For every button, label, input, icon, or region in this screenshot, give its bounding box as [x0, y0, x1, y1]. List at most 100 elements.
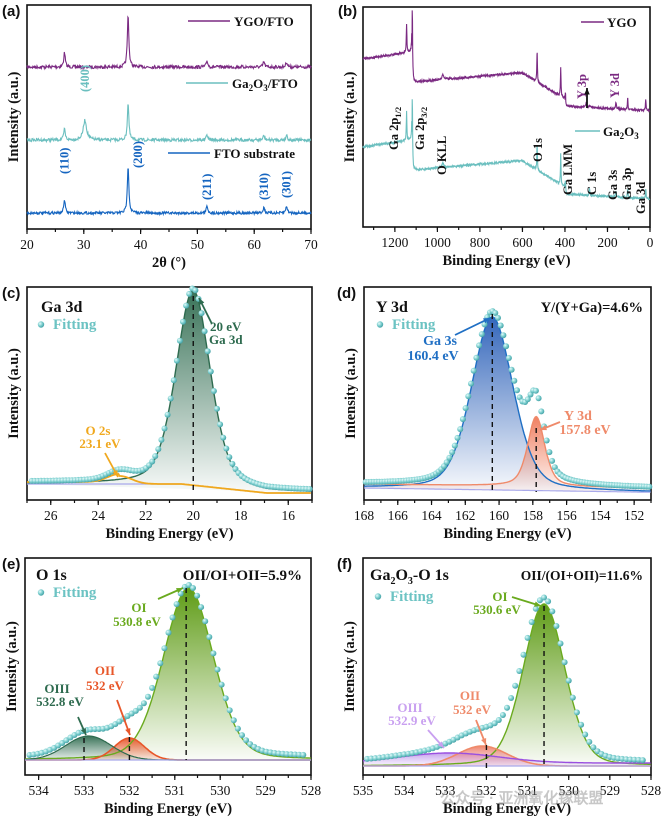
fit-point — [446, 454, 453, 461]
fit-point — [586, 738, 593, 745]
fit-point — [136, 704, 143, 711]
x-tick-label: 1000 — [424, 235, 451, 250]
fit-point — [157, 660, 164, 667]
x-tick-label: 528 — [641, 783, 662, 798]
x-tick-label: 532 — [476, 783, 496, 798]
arrow-head — [125, 728, 131, 735]
fit-point — [524, 396, 531, 403]
fit-point — [210, 650, 217, 657]
fit-point — [149, 684, 156, 691]
series-line — [26, 15, 312, 71]
fit-point — [198, 310, 205, 317]
x-tick-label: 1200 — [381, 235, 408, 250]
fit-point — [218, 681, 225, 688]
hkl-annotation: (211) — [200, 174, 214, 200]
fit-point — [169, 614, 176, 621]
peak-label: 532 eV — [86, 678, 125, 693]
peak-label: 532.9 eV — [388, 713, 436, 728]
y-axis-label: Intensity (a.u.) — [4, 621, 20, 712]
fit-point — [549, 608, 556, 615]
fit-point — [468, 380, 474, 387]
x-tick-label: 800 — [470, 235, 491, 250]
x-tick-label: 24 — [92, 508, 106, 523]
peak-annotation: Ga 3d — [634, 182, 648, 214]
legend-label-part: /FTO — [267, 76, 298, 91]
fit-point — [202, 618, 209, 625]
x-tick-label: 531 — [165, 783, 185, 798]
y-axis-label: Intensity (a.u.) — [6, 72, 22, 163]
x-tick-label: 600 — [512, 235, 533, 250]
x-tick-label: 534 — [28, 783, 49, 798]
fit-point — [639, 757, 646, 764]
arrow-head — [199, 298, 205, 305]
fit-point — [214, 666, 221, 673]
x-tick-label: 164 — [421, 508, 442, 523]
peak-area-ga3d — [27, 290, 312, 493]
fit-point — [511, 377, 518, 384]
hkl-annotation: (310) — [257, 173, 271, 200]
x-tick-label: 16 — [282, 508, 296, 523]
peak-label: 160.4 eV — [407, 349, 458, 364]
fit-point — [222, 695, 229, 702]
fit-point — [508, 695, 515, 701]
peak-area-ga3s — [364, 316, 651, 493]
fit-point — [214, 405, 220, 412]
plot-frame — [362, 6, 651, 228]
peak-annotation: C 1s — [585, 172, 599, 195]
fit-point — [546, 449, 553, 456]
fit-point — [557, 640, 564, 647]
fit-point — [451, 442, 458, 449]
subscript: 3 — [408, 576, 413, 587]
x-tick-label: 20 — [187, 508, 201, 523]
panel-d: (d) 168 166 164 162 160 158 156 154 152 Binding En… — [337, 285, 653, 542]
fit-point — [140, 700, 147, 707]
legend-label: Fitting — [390, 589, 434, 605]
fit-point — [538, 408, 545, 415]
plot-frame — [24, 557, 312, 776]
peak-annotation: Ga 3s — [606, 170, 620, 200]
fit-point — [528, 619, 535, 625]
fit-point — [230, 717, 237, 724]
fit-point — [176, 337, 183, 344]
fit-point — [524, 634, 531, 641]
fit-point — [239, 732, 245, 739]
x-tick-label: 0 — [647, 235, 654, 250]
peak-area-oi — [363, 604, 651, 766]
fit-point — [206, 634, 213, 640]
fit-point — [459, 416, 466, 423]
fit-point — [590, 744, 597, 751]
fit-point — [545, 598, 552, 605]
fit-point — [578, 721, 585, 728]
peak-label: Ga 3s — [423, 334, 457, 349]
fit-point — [491, 720, 498, 727]
series-line-ygo — [362, 10, 651, 113]
x-tick-label: 60 — [247, 237, 261, 252]
x-tick-label: 30 — [77, 237, 91, 252]
ratio-text: Y/(Y+Ga)=4.6% — [541, 300, 643, 316]
peak-label: 532.8 eV — [36, 694, 84, 709]
x-tick-label: 152 — [624, 508, 644, 523]
x-tick-label: 532 — [119, 783, 139, 798]
x-tick-label: 528 — [301, 783, 322, 798]
subscript: 2 — [390, 576, 395, 587]
fit-point — [504, 704, 510, 711]
panel-title: O 1s — [36, 567, 67, 584]
fit-point — [462, 405, 469, 412]
legend-marker — [37, 589, 45, 596]
x-tick-label: 22 — [139, 508, 153, 523]
x-axis-label: Binding Energy (eV) — [104, 801, 232, 817]
x-tick-label: 533 — [435, 783, 456, 798]
arrow-head — [540, 425, 547, 431]
peak-area-oiii — [25, 736, 311, 760]
panel-letter: (b) — [338, 3, 357, 20]
x-tick-label: 160 — [489, 508, 510, 523]
panel-letter: (a) — [2, 3, 20, 20]
peak-annotation: Ga LMM — [561, 144, 575, 195]
legend-marker — [376, 321, 384, 328]
legend-label: YGO/FTO — [234, 14, 294, 29]
panel-a: (a) 20 30 40 50 60 70 2θ (°) Intensity (a.u.) YGO… — [2, 3, 318, 271]
fit-point — [243, 737, 250, 744]
legend-label: Fitting — [53, 585, 97, 601]
fit-point — [170, 377, 177, 384]
y-axis-label: Intensity (a.u.) — [6, 348, 22, 439]
